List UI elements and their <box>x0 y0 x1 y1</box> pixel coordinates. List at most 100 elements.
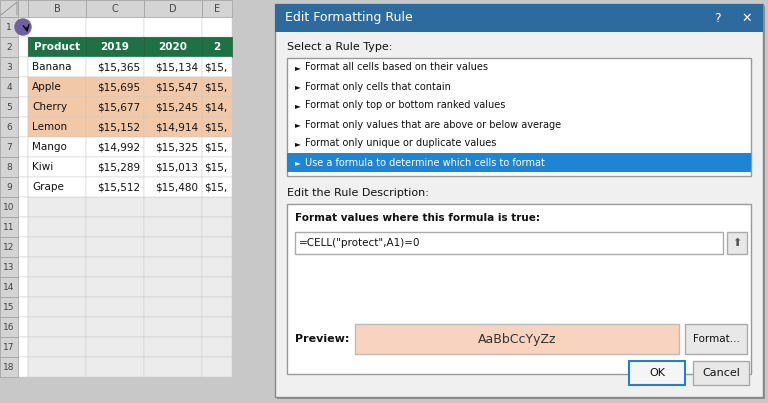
Text: 9: 9 <box>6 183 12 191</box>
Bar <box>18 137 28 157</box>
Text: ⬆: ⬆ <box>733 238 742 248</box>
Bar <box>295 232 723 254</box>
Text: =CELL("protect",A1)=0: =CELL("protect",A1)=0 <box>299 238 421 248</box>
Bar <box>202 337 232 357</box>
Text: 18: 18 <box>3 363 15 372</box>
Bar <box>144 157 202 177</box>
Bar <box>618 360 730 364</box>
Bar <box>144 337 202 357</box>
Text: EXCELKID.COM: EXCELKID.COM <box>624 368 723 380</box>
Bar <box>86 157 144 177</box>
Bar <box>86 297 144 317</box>
Text: ►: ► <box>295 63 301 72</box>
Bar <box>0 77 18 97</box>
Text: OK: OK <box>649 368 665 378</box>
Bar <box>287 204 751 374</box>
Bar <box>144 0 202 17</box>
Bar <box>28 297 86 317</box>
Bar <box>18 17 28 37</box>
Bar <box>202 77 232 97</box>
Text: Format only top or bottom ranked values: Format only top or bottom ranked values <box>305 100 505 110</box>
Bar <box>28 0 86 17</box>
Bar <box>202 57 232 77</box>
Bar <box>144 217 202 237</box>
Bar <box>202 17 232 37</box>
Text: Format all cells based on their values: Format all cells based on their values <box>305 62 488 73</box>
Bar <box>202 97 232 117</box>
Text: AaBbCcYyZz: AaBbCcYyZz <box>478 332 556 345</box>
Bar <box>86 137 144 157</box>
Text: E: E <box>214 4 220 13</box>
Bar <box>0 137 18 157</box>
Text: 7: 7 <box>6 143 12 152</box>
Bar <box>28 337 86 357</box>
Text: $15,512: $15,512 <box>97 182 140 192</box>
Bar <box>202 197 232 217</box>
Bar <box>0 217 18 237</box>
Bar <box>202 297 232 317</box>
Bar <box>0 177 18 197</box>
Bar <box>86 57 144 77</box>
Text: Kiwi: Kiwi <box>32 162 53 172</box>
Bar <box>275 4 763 397</box>
Text: 2: 2 <box>6 42 12 52</box>
Bar <box>144 97 202 117</box>
Bar <box>0 37 18 57</box>
Bar <box>727 232 747 254</box>
Bar <box>18 157 28 177</box>
Bar <box>0 17 18 37</box>
Bar <box>144 117 202 137</box>
Bar <box>144 177 202 197</box>
Circle shape <box>15 19 31 35</box>
Text: 2020: 2020 <box>158 42 187 52</box>
Bar <box>144 357 202 377</box>
Text: Edit Formatting Rule: Edit Formatting Rule <box>285 12 412 25</box>
Bar <box>0 297 18 317</box>
Bar <box>144 137 202 157</box>
Text: ►: ► <box>295 101 301 110</box>
Bar <box>86 37 144 57</box>
Text: 5: 5 <box>6 102 12 112</box>
Bar <box>18 337 28 357</box>
Bar <box>287 58 751 176</box>
Bar <box>18 37 28 57</box>
Text: B: B <box>54 4 61 13</box>
Bar <box>86 317 144 337</box>
Bar <box>0 157 18 177</box>
Text: Use a formula to determine which cells to format: Use a formula to determine which cells t… <box>305 158 545 168</box>
Text: 14: 14 <box>3 283 15 291</box>
Bar <box>144 37 202 57</box>
Bar <box>355 324 679 354</box>
Bar <box>629 361 685 385</box>
Text: 15: 15 <box>3 303 15 312</box>
Bar <box>202 357 232 377</box>
Text: $15,547: $15,547 <box>155 82 198 92</box>
Text: Mango: Mango <box>32 142 67 152</box>
Text: $15,013: $15,013 <box>155 162 198 172</box>
Bar <box>144 317 202 337</box>
Bar <box>28 257 86 277</box>
Text: Format only unique or duplicate values: Format only unique or duplicate values <box>305 139 496 148</box>
Bar <box>86 237 144 257</box>
Bar <box>28 157 86 177</box>
Bar <box>18 77 28 97</box>
Bar <box>144 17 202 37</box>
Bar <box>28 357 86 377</box>
Bar <box>86 177 144 197</box>
Text: Banana: Banana <box>32 62 71 72</box>
Bar <box>202 157 232 177</box>
Bar <box>86 77 144 97</box>
Text: $15,245: $15,245 <box>155 102 198 112</box>
Text: $15,: $15, <box>204 62 227 72</box>
Bar <box>86 337 144 357</box>
Text: 10: 10 <box>3 202 15 212</box>
Text: ►: ► <box>295 158 301 167</box>
Text: $15,: $15, <box>204 122 227 132</box>
Text: $15,695: $15,695 <box>97 82 140 92</box>
Text: Apple: Apple <box>32 82 61 92</box>
Text: $15,134: $15,134 <box>155 62 198 72</box>
Bar <box>28 97 86 117</box>
Text: 2: 2 <box>214 42 220 52</box>
Text: $15,: $15, <box>204 82 227 92</box>
Bar <box>28 177 86 197</box>
